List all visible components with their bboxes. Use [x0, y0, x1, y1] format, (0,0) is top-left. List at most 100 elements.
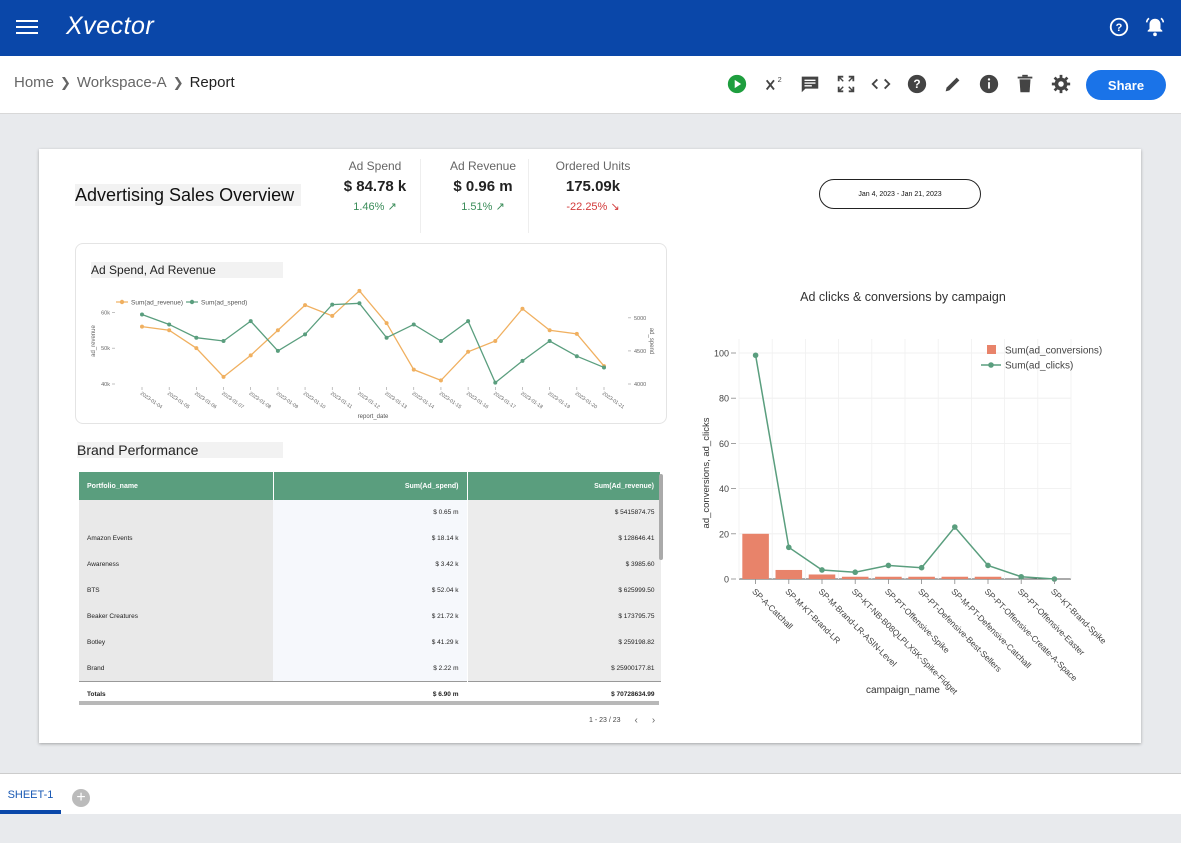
kpi-change: -22.25% ↘ [566, 201, 620, 213]
share-button[interactable]: Share [1086, 70, 1166, 100]
x-tick-label: 2023-01-21 [601, 391, 626, 411]
kpi-label: Ad Spend [348, 159, 402, 173]
chevron-left-icon[interactable]: ‹ [634, 715, 638, 726]
run-icon[interactable] [726, 73, 748, 95]
table-cell: $ 25900177.81 [466, 655, 661, 682]
top-app-bar: Xvector ? [0, 0, 1181, 56]
table-cell: $ 2.22 m [273, 655, 467, 682]
table-cell [79, 500, 273, 526]
data-point [547, 339, 552, 343]
data-point [493, 339, 498, 343]
svg-text:?: ? [1116, 22, 1123, 34]
data-point [357, 288, 362, 293]
kpi-ad-revenue: Ad Revenue $ 0.96 m 1.51% ↗ [439, 159, 527, 213]
data-point [248, 353, 253, 358]
help-icon[interactable]: ? [906, 73, 928, 95]
table-row: Awareness $ 3.42 k $ 3985.60 [79, 551, 661, 578]
y-tick-label: 40 [719, 484, 729, 494]
x-axis-title: report_date [358, 414, 389, 420]
bar-ad-conversions [941, 576, 969, 579]
data-point [248, 319, 253, 324]
data-point [819, 567, 825, 573]
notification-bell-icon[interactable] [1144, 16, 1166, 38]
x-tick-label: 2023-01-10 [302, 391, 327, 411]
table-cell: Brand [79, 655, 273, 682]
data-point [221, 339, 226, 343]
table-cell: $ 41.29 k [273, 629, 467, 656]
y-left-axis-title: ad_revenue [91, 324, 97, 356]
data-point [411, 322, 416, 327]
x-axis-title: campaign_name [866, 685, 940, 696]
table-row: Brand $ 2.22 m $ 25900177.81 [79, 655, 661, 682]
data-point [303, 303, 308, 308]
kpi-change: 1.46% ↗ [353, 201, 397, 213]
bar-ad-conversions [775, 569, 803, 579]
data-point [985, 562, 991, 569]
info-icon[interactable] [978, 73, 1000, 95]
data-point [411, 367, 416, 372]
data-point [466, 319, 471, 324]
y-tick-label: 100 [714, 349, 729, 359]
x-tick-label: 2023-01-04 [139, 391, 164, 411]
data-point [885, 562, 892, 569]
series-line-ad-revenue [141, 289, 605, 382]
data-point [303, 332, 308, 337]
svg-text:2: 2 [778, 75, 782, 84]
column-header-ad-spend[interactable]: Sum(Ad_spend) [273, 472, 468, 500]
column-header-ad-revenue[interactable]: Sum(Ad_revenue) [467, 472, 661, 500]
superscript-icon[interactable]: 2 [763, 73, 785, 95]
bar-ad-conversions [841, 576, 869, 579]
x-tick-label: SP-KT-Brand-Spike [1049, 586, 1109, 646]
fullscreen-icon[interactable] [835, 73, 857, 95]
trending-down-icon: ↘ [610, 201, 620, 213]
table-cell: $ 18.14 k [273, 525, 467, 552]
settings-icon[interactable] [1050, 73, 1072, 95]
breadcrumb-workspace[interactable]: Workspace-A [76, 74, 167, 91]
data-point [952, 524, 958, 530]
data-point [520, 306, 525, 311]
app-logo: Xvector [66, 12, 155, 40]
data-point [547, 328, 552, 333]
x-tick-label: 2023-01-07 [220, 391, 245, 411]
kpi-change: 1.51% ↗ [461, 201, 505, 213]
help-circle-icon[interactable]: ? [1108, 16, 1130, 38]
data-point [852, 569, 858, 576]
y-right-axis-title: ad_spend [648, 328, 654, 354]
data-point [275, 328, 280, 333]
table-cell: $ 3985.60 [466, 551, 661, 578]
table-vertical-scrollbar[interactable] [659, 474, 663, 560]
breadcrumb-home[interactable]: Home [14, 74, 55, 91]
column-header-portfolio[interactable]: Portfolio_name [79, 472, 274, 500]
bar-ad-conversions [875, 576, 902, 579]
data-point [167, 328, 172, 333]
line-chart: Sum(ad_revenue) Sum(ad_spend) 60k 50k 40k 500… [91, 288, 654, 420]
chevron-right-icon[interactable]: › [651, 715, 656, 726]
comment-icon[interactable] [799, 73, 821, 95]
table-horizontal-scrollbar[interactable] [79, 701, 659, 705]
line-chart-title: Ad Spend, Ad Revenue [91, 262, 283, 278]
chevron-right-icon: ❯ [60, 74, 71, 90]
code-icon[interactable] [870, 73, 892, 95]
table-cell: BTS [79, 577, 273, 604]
x-tick-label: 2023-01-08 [248, 391, 273, 411]
trending-up-icon: ↗ [495, 201, 505, 213]
table-cell: $ 3.42 k [273, 551, 467, 578]
bar-ad-conversions [742, 533, 769, 579]
kpi-label: Ordered Units [555, 159, 631, 173]
edit-icon[interactable] [942, 73, 964, 95]
add-sheet-icon[interactable]: + [72, 789, 90, 807]
series-line-ad-spend [141, 302, 605, 384]
report-canvas: Advertising Sales Overview Ad Spend $ 84… [39, 149, 1141, 743]
hamburger-menu-icon[interactable] [16, 16, 38, 40]
date-range-picker[interactable]: Jan 4, 2023 - Jan 21, 2023 [819, 179, 981, 209]
sheet-tab-active[interactable]: SHEET-1 [0, 780, 61, 814]
table-cell: Awareness [79, 551, 273, 578]
data-point [330, 313, 335, 318]
legend-label: Sum(ad_revenue) [131, 300, 183, 307]
table-cell: $ 259198.82 [466, 629, 661, 656]
svg-text:?: ? [913, 77, 920, 91]
table-totals-row: Totals $ 6.90 m $ 70728634.99 [79, 680, 661, 704]
table-row: Beaker Creatures $ 21.72 k $ 173795.75 [79, 603, 661, 630]
data-point [140, 324, 144, 329]
delete-icon[interactable] [1014, 73, 1036, 95]
